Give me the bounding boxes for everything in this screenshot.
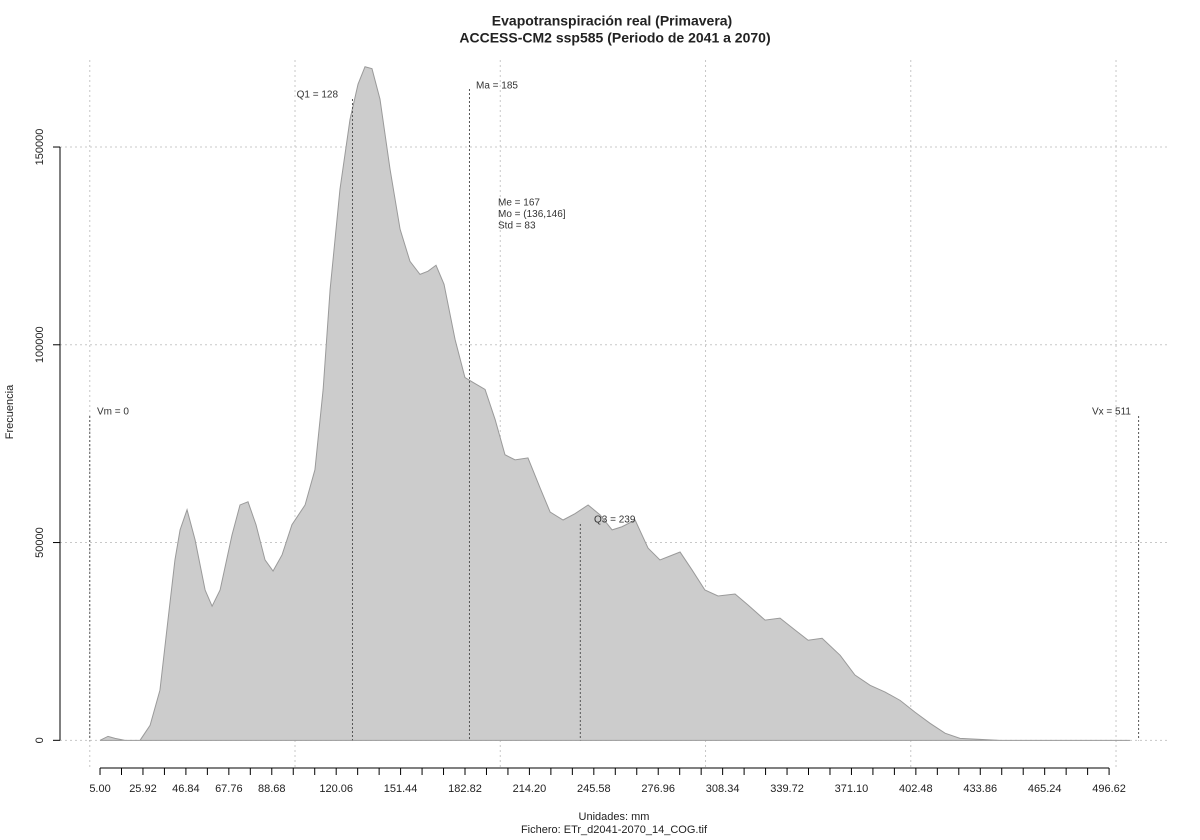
x-tick-label: 120.06: [319, 783, 353, 795]
caption: Fichero: ETr_d2041-2070_14_COG.tif: [521, 824, 708, 836]
marker-label: Vx = 511: [1092, 407, 1131, 418]
marker-label: Vm = 0: [97, 407, 129, 418]
x-tick-label: 402.48: [899, 783, 933, 795]
x-axis-label: Unidades: mm: [579, 811, 650, 823]
x-tick-label: 151.44: [384, 783, 418, 795]
chart-title: Evapotranspiración real (Primavera): [492, 13, 732, 29]
chart-subtitle: ACCESS-CM2 ssp585 (Periodo de 2041 a 207…: [459, 30, 770, 46]
x-tick-label: 371.10: [835, 783, 869, 795]
marker-label: Ma = 185: [476, 81, 518, 92]
x-tick-label: 46.84: [172, 783, 200, 795]
density-area: [99, 66, 1130, 741]
x-tick-label: 214.20: [513, 783, 547, 795]
y-tick-label: 50000: [34, 527, 46, 558]
x-tick-label: 465.24: [1028, 783, 1062, 795]
stat-label: Mo = (136,146]: [498, 209, 566, 220]
y-axis-label: Frecuencia: [4, 384, 16, 439]
stat-label: Std = 83: [498, 221, 536, 232]
x-tick-label: 496.62: [1092, 783, 1126, 795]
stat-label: Me = 167: [498, 198, 540, 209]
marker-label: Q3 = 239: [594, 515, 636, 526]
x-tick-label: 433.86: [963, 783, 997, 795]
x-tick-label: 339.72: [770, 783, 804, 795]
x-tick-label: 308.34: [706, 783, 740, 795]
y-tick-label: 100000: [34, 326, 46, 363]
x-tick-label: 5.00: [89, 783, 110, 795]
y-tick-label: 150000: [34, 129, 46, 166]
x-tick-label: 88.68: [258, 783, 286, 795]
marker-label: Q1 = 128: [297, 90, 339, 101]
x-tick-label: 245.58: [577, 783, 611, 795]
y-tick-label: 0: [34, 737, 46, 743]
x-tick-label: 276.96: [641, 783, 675, 795]
x-tick-label: 67.76: [215, 783, 243, 795]
x-tick-label: 25.92: [129, 783, 157, 795]
x-tick-label: 182.82: [448, 783, 482, 795]
